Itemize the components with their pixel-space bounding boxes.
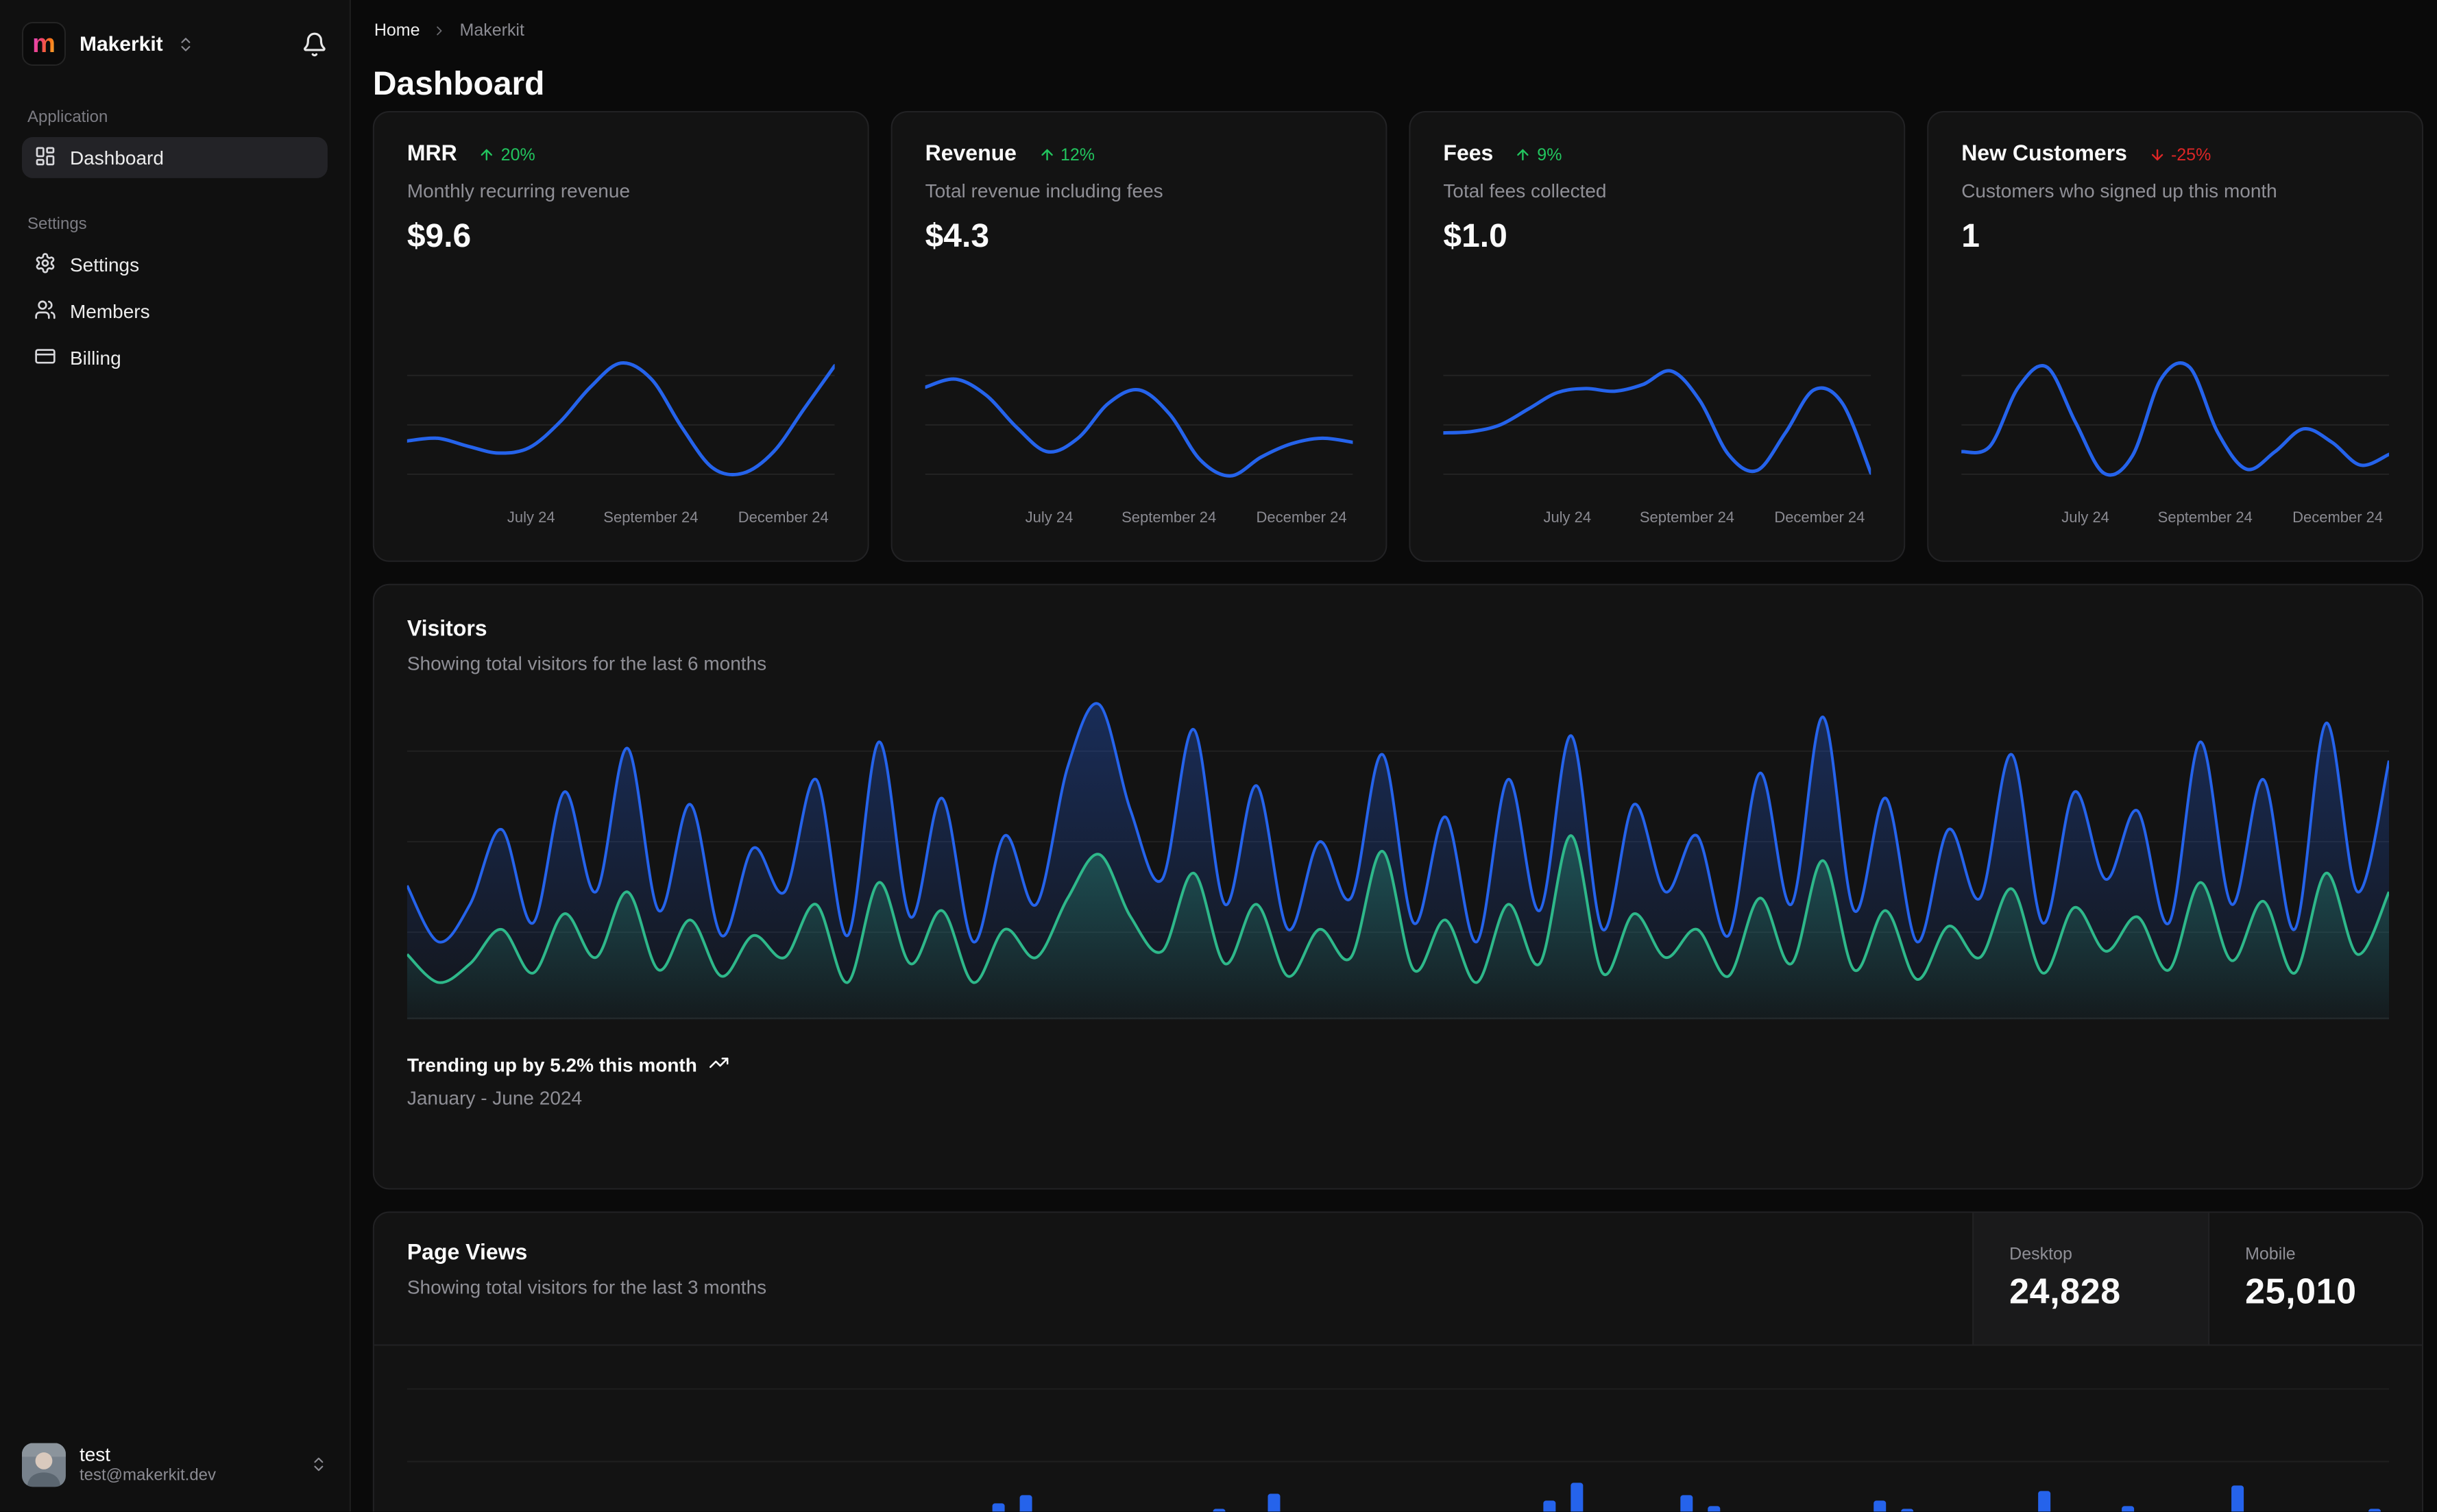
mrr-sparkline-x-labels: July 24 September 24 December 24 <box>507 509 829 526</box>
revenue-delta-value: 12% <box>1060 145 1095 164</box>
makerkit-logo-letter: m <box>32 29 56 58</box>
revenue-sparkline-x-labels: July 24 September 24 December 24 <box>1025 509 1347 526</box>
fees-delta-value: 9% <box>1537 145 1562 164</box>
visitors-area-chart <box>406 696 2390 1020</box>
mobile-stat-label: Mobile <box>2245 1244 2296 1264</box>
makerkit-logo: m <box>21 21 66 66</box>
sidebar-item-label: Billing <box>69 346 121 369</box>
sidebar-item-label: Settings <box>69 253 140 276</box>
mrr-card: MRR 20% Monthly recurring revenue $9.6 J… <box>372 110 869 562</box>
kpi-cards-row: MRR 20% Monthly recurring revenue $9.6 J… <box>372 110 2424 562</box>
fees-sparkline-chart <box>1441 352 1873 498</box>
visitors-card: Visitors Showing total visitors for the … <box>372 583 2424 1190</box>
visitors-trend-text: Trending up by 5.2% this month <box>407 1053 697 1076</box>
arrow-up-icon <box>1039 147 1055 163</box>
mobile-stat-toggle[interactable]: Mobile 25,010 <box>2208 1212 2422 1345</box>
fees-card-title: Fees <box>1443 142 1494 166</box>
main-content: Home Makerkit Dashboard MRR 20% Monthly … <box>351 0 2437 1512</box>
nav-section-settings: Settings <box>27 213 87 233</box>
page-views-header: Page Views Showing total visitors for th… <box>374 1212 2423 1346</box>
user-name: test <box>79 1442 111 1465</box>
breadcrumb-home-link[interactable]: Home <box>374 20 420 40</box>
breadcrumb-current: Makerkit <box>459 20 524 40</box>
new-customers-value: 1 <box>1961 217 1980 255</box>
gear-icon <box>34 252 56 278</box>
sidebar-item-label: Members <box>69 300 150 322</box>
desktop-stat-toggle[interactable]: Desktop 24,828 <box>1972 1212 2209 1345</box>
trending-up-icon <box>708 1053 729 1077</box>
revenue-card-title: Revenue <box>925 142 1017 166</box>
mobile-stat-value: 25,010 <box>2245 1270 2357 1312</box>
new-customers-sparkline-chart <box>1959 352 2391 498</box>
fees-description: Total fees collected <box>1443 179 1607 202</box>
fees-value: $1.0 <box>1443 217 1507 255</box>
visitors-title: Visitors <box>407 618 487 642</box>
arrow-down-icon <box>2149 147 2166 163</box>
new-customers-card-title: New Customers <box>1961 142 2127 166</box>
page-views-card: Page Views Showing total visitors for th… <box>372 1211 2424 1512</box>
desktop-stat-label: Desktop <box>2009 1244 2072 1264</box>
breadcrumb: Home Makerkit <box>374 21 524 40</box>
bell-icon[interactable] <box>302 31 328 57</box>
new-customers-delta-value: -25% <box>2170 145 2211 164</box>
fees-sparkline-x-labels: July 24 September 24 December 24 <box>1543 509 1865 526</box>
mrr-delta-badge: 20% <box>479 145 535 164</box>
fees-delta-badge: 9% <box>1515 145 1562 164</box>
revenue-delta-badge: 12% <box>1039 145 1095 164</box>
sidebar-item-billing[interactable]: Billing <box>22 337 328 378</box>
credit-card-icon <box>34 345 56 371</box>
mrr-card-title: MRR <box>407 142 457 166</box>
chevrons-up-down-icon <box>310 1456 328 1474</box>
arrow-up-icon <box>1515 147 1531 163</box>
page-views-title: Page Views <box>407 1241 528 1265</box>
user-menu[interactable]: test test@makerkit.dev <box>16 1437 333 1493</box>
arrow-up-icon <box>479 147 496 163</box>
page-title: Dashboard <box>372 66 545 103</box>
avatar <box>21 1443 66 1487</box>
sidebar-item-dashboard[interactable]: Dashboard <box>21 136 328 178</box>
sidebar: m Makerkit Application Dashboard Setting… <box>0 0 351 1512</box>
new-customers-description: Customers who signed up this month <box>1961 179 2277 202</box>
mrr-description: Monthly recurring revenue <box>407 179 631 202</box>
mrr-value: $9.6 <box>407 217 472 255</box>
page-views-subtitle: Showing total visitors for the last 3 mo… <box>407 1276 767 1298</box>
layout-dashboard-icon <box>34 145 56 171</box>
mrr-sparkline-chart <box>405 352 837 498</box>
sidebar-item-settings[interactable]: Settings <box>22 244 328 285</box>
revenue-description: Total revenue including fees <box>925 179 1163 202</box>
sidebar-item-label: Dashboard <box>69 146 164 169</box>
revenue-sparkline-chart <box>923 352 1355 498</box>
sidebar-item-members[interactable]: Members <box>22 291 328 332</box>
visitors-subtitle: Showing total visitors for the last 6 mo… <box>407 652 767 674</box>
mrr-delta-value: 20% <box>500 145 535 164</box>
desktop-stat-value: 24,828 <box>2009 1270 2121 1312</box>
new-customers-card: New Customers -25% Customers who signed … <box>1927 110 2424 562</box>
new-customers-sparkline-x-labels: July 24 September 24 December 24 <box>2061 509 2384 526</box>
workspace-switcher[interactable]: m Makerkit <box>21 21 328 66</box>
users-icon <box>34 298 56 324</box>
chevrons-up-down-icon <box>177 35 195 53</box>
visitors-date-range: January - June 2024 <box>407 1086 583 1109</box>
new-customers-delta-badge: -25% <box>2149 145 2211 164</box>
revenue-card: Revenue 12% Total revenue including fees… <box>890 110 1387 562</box>
nav-section-application: Application <box>27 106 108 126</box>
revenue-value: $4.3 <box>925 217 990 255</box>
page-views-bar-chart <box>407 1377 2390 1512</box>
chevron-right-icon <box>433 23 448 38</box>
user-email: test@makerkit.dev <box>79 1465 217 1485</box>
fees-card: Fees 9% Total fees collected $1.0 July 2… <box>1409 110 1906 562</box>
workspace-name: Makerkit <box>79 32 163 56</box>
